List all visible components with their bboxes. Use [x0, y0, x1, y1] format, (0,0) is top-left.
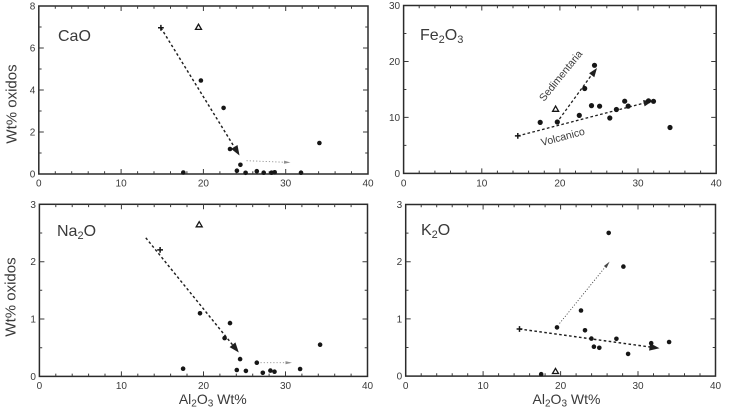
- svg-text:0: 0: [397, 372, 403, 383]
- svg-text:Al2O3 Wt%: Al2O3 Wt%: [179, 391, 247, 410]
- svg-text:0: 0: [30, 372, 36, 383]
- svg-text:CaO: CaO: [58, 28, 91, 45]
- svg-text:30: 30: [280, 179, 292, 190]
- svg-text:Al2O3 Wt%: Al2O3 Wt%: [533, 391, 601, 410]
- svg-text:Na2O: Na2O: [57, 223, 96, 242]
- svg-text:40: 40: [711, 178, 723, 189]
- svg-text:2: 2: [30, 128, 36, 139]
- svg-text:40: 40: [362, 381, 374, 392]
- svg-text:Fe2O3: Fe2O3: [420, 27, 463, 46]
- svg-text:20: 20: [198, 381, 210, 392]
- svg-text:2: 2: [397, 257, 403, 268]
- svg-text:Wt% oxidos: Wt% oxidos: [3, 257, 20, 336]
- svg-text:Wt% oxidos: Wt% oxidos: [4, 64, 21, 143]
- svg-text:4: 4: [30, 86, 36, 97]
- svg-text:20: 20: [198, 179, 210, 190]
- svg-text:0: 0: [401, 178, 407, 189]
- svg-text:10: 10: [116, 381, 128, 392]
- svg-text:40: 40: [710, 381, 722, 392]
- svg-text:1: 1: [30, 315, 36, 326]
- svg-text:20: 20: [555, 381, 567, 392]
- svg-text:0: 0: [30, 170, 36, 181]
- svg-text:6: 6: [30, 44, 36, 55]
- svg-text:10: 10: [478, 381, 490, 392]
- svg-text:20: 20: [389, 57, 401, 68]
- svg-text:2: 2: [30, 257, 36, 268]
- svg-text:8: 8: [30, 2, 36, 13]
- svg-text:20: 20: [554, 178, 566, 189]
- svg-text:0: 0: [37, 381, 43, 392]
- svg-text:1: 1: [397, 314, 403, 325]
- svg-text:40: 40: [362, 179, 374, 190]
- svg-text:30: 30: [632, 381, 644, 392]
- svg-text:0: 0: [36, 179, 42, 190]
- svg-text:0: 0: [395, 169, 401, 180]
- svg-text:10: 10: [389, 113, 401, 124]
- svg-text:30: 30: [280, 381, 292, 392]
- svg-text:30: 30: [632, 178, 644, 189]
- svg-text:10: 10: [116, 179, 128, 190]
- svg-text:3: 3: [397, 200, 403, 211]
- svg-text:3: 3: [30, 200, 36, 211]
- svg-text:0: 0: [403, 381, 409, 392]
- svg-text:K2O: K2O: [421, 222, 450, 241]
- svg-text:10: 10: [476, 178, 488, 189]
- svg-text:30: 30: [389, 1, 401, 12]
